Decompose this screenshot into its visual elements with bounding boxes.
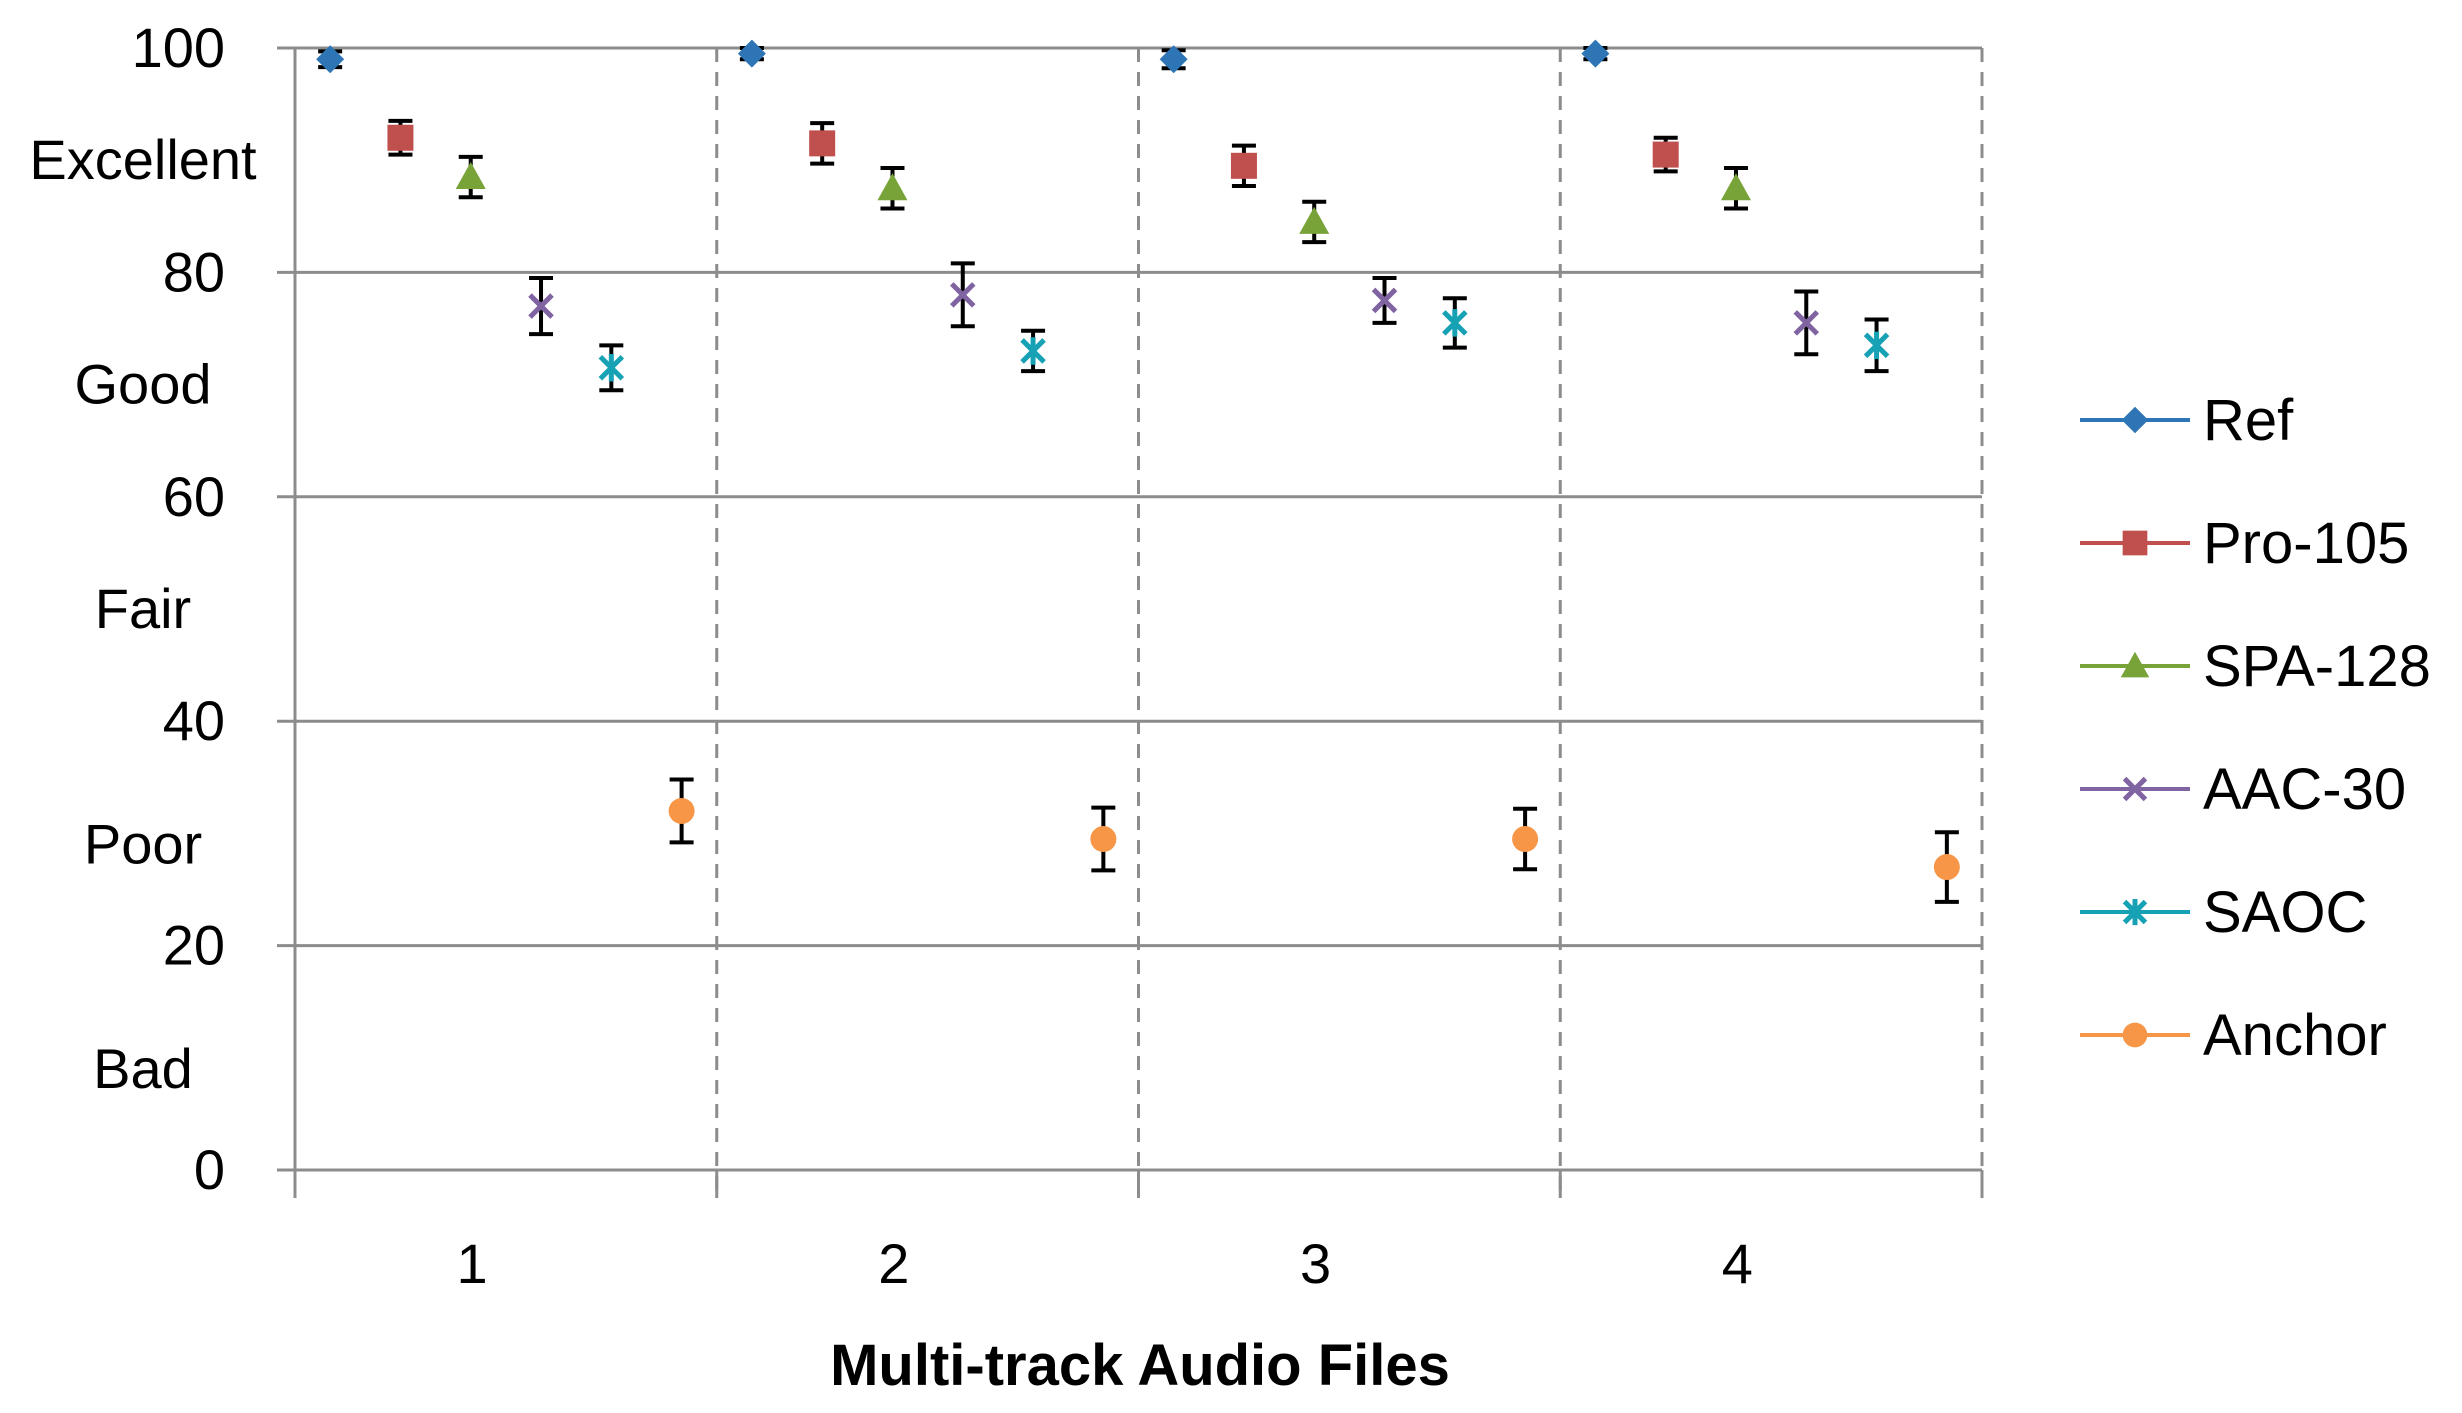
y-tick-label-60: 60 xyxy=(163,465,225,528)
legend-marker-pro-105 xyxy=(2122,530,2148,556)
point-anchor-2 xyxy=(1090,826,1117,853)
quality-label-poor: Poor xyxy=(84,813,202,876)
y-tick-label-20: 20 xyxy=(163,914,225,977)
y-tick-label-40: 40 xyxy=(163,689,225,752)
label-layer: 0 20 40 60 80 100 Excellent Good Fair Poor Bad 1 2 3 4 xyxy=(29,16,1753,1295)
point-spa-128-3 xyxy=(1299,206,1330,234)
point-saoc-1 xyxy=(598,354,625,382)
point-spa-128-4 xyxy=(1720,173,1751,201)
legend-label-ref: Ref xyxy=(2203,388,2294,453)
point-aac-30-2 xyxy=(950,282,976,308)
y-tick-label-0: 0 xyxy=(194,1138,225,1201)
quality-label-fair: Fair xyxy=(95,577,191,640)
point-saoc-3 xyxy=(1442,309,1468,337)
legend-label-anchor: Anchor xyxy=(2203,1003,2387,1068)
grid-layer xyxy=(295,46,1984,1198)
point-aac-30-4 xyxy=(1793,310,1820,336)
point-pro-105-4 xyxy=(1652,141,1679,168)
point-saoc-2 xyxy=(1020,337,1046,365)
legend-label-saoc: SAOC xyxy=(2203,880,2367,945)
point-aac-30-3 xyxy=(1371,287,1398,314)
point-ref-1 xyxy=(316,45,345,74)
point-ref-3 xyxy=(1159,45,1188,74)
legend-marker-saoc xyxy=(2122,898,2148,926)
legend-label-spa-128: SPA-128 xyxy=(2203,634,2431,699)
point-spa-128-1 xyxy=(455,162,486,190)
legend-marker-spa-128 xyxy=(2120,651,2150,678)
quality-label-good: Good xyxy=(75,353,212,416)
x-tick-label-2: 2 xyxy=(878,1232,909,1295)
y-tick-label-100: 100 xyxy=(132,16,225,79)
point-spa-128-2 xyxy=(877,173,908,201)
x-axis-title: Multi-track Audio Files xyxy=(830,1333,1450,1398)
axis-layer xyxy=(277,46,1984,1198)
x-tick-label-1: 1 xyxy=(457,1232,488,1295)
point-aac-30-1 xyxy=(528,293,554,319)
legend-marker-aac-30 xyxy=(2122,776,2148,802)
point-anchor-4 xyxy=(1933,854,1960,881)
quality-label-bad: Bad xyxy=(93,1037,193,1100)
legend-marker-ref xyxy=(2121,406,2149,434)
point-ref-2 xyxy=(737,39,766,68)
point-anchor-3 xyxy=(1512,826,1539,853)
point-saoc-4 xyxy=(1863,331,1890,360)
point-anchor-1 xyxy=(668,797,695,824)
point-pro-105-2 xyxy=(809,130,836,157)
legend: Ref Pro-105 SPA-128 AAC-30 SAOC Anchor xyxy=(2080,388,2431,1068)
legend-marker-anchor xyxy=(2122,1022,2148,1048)
point-pro-105-1 xyxy=(387,124,414,151)
marker-layer xyxy=(316,39,1960,881)
legend-label-aac-30: AAC-30 xyxy=(2203,757,2406,822)
x-tick-label-4: 4 xyxy=(1722,1232,1753,1295)
point-pro-105-3 xyxy=(1230,152,1257,179)
quality-label-excellent: Excellent xyxy=(29,128,257,191)
y-tick-label-80: 80 xyxy=(163,240,225,303)
point-ref-4 xyxy=(1581,39,1610,68)
x-tick-label-3: 3 xyxy=(1300,1232,1331,1295)
legend-label-pro-105: Pro-105 xyxy=(2203,511,2409,576)
